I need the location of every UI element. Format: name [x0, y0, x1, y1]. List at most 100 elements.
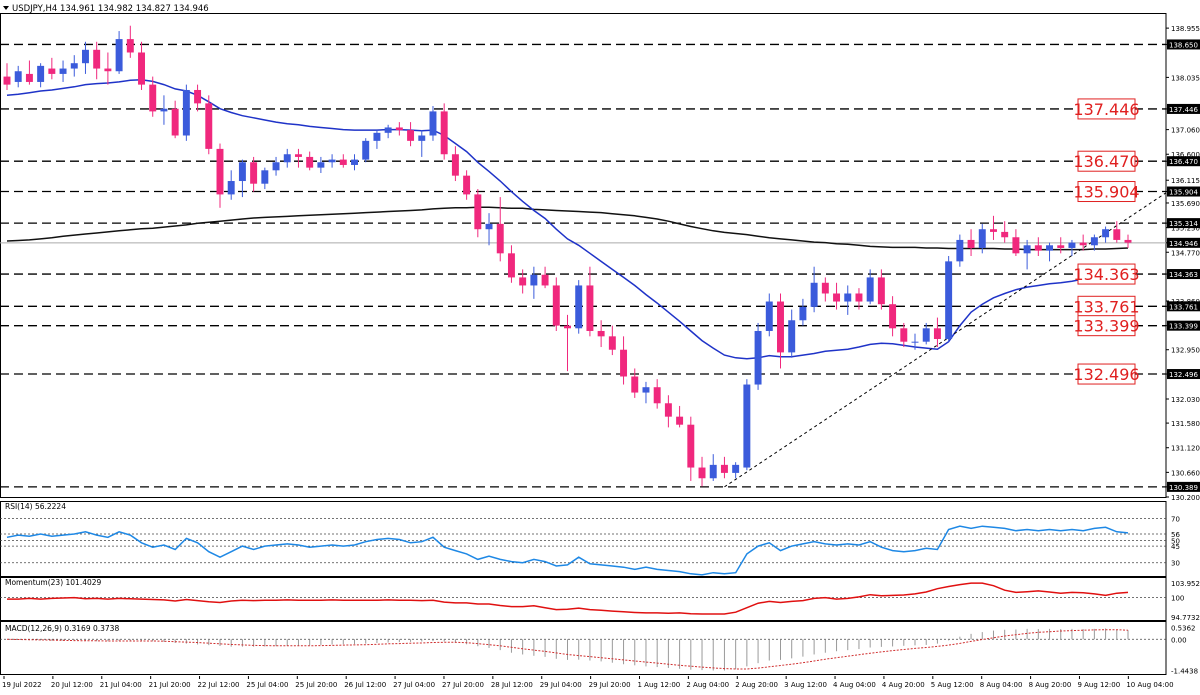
macd-tick-label: 0.00	[1171, 636, 1187, 644]
candle-body	[1057, 245, 1065, 248]
candle-body	[294, 154, 302, 157]
price-tick-label: 137.060	[1171, 127, 1200, 135]
candle-body	[474, 194, 482, 230]
candle-body	[709, 464, 717, 479]
level-label: 136.470	[1073, 152, 1139, 171]
candle-body	[552, 285, 560, 326]
candle-body	[978, 229, 986, 248]
candle-body	[160, 108, 168, 112]
candle-body	[171, 108, 179, 136]
momentum-pane-frame	[0, 577, 1167, 621]
macd-tick-label: -1.4438	[1171, 668, 1198, 676]
candle-body	[126, 39, 134, 53]
candle-body	[1012, 237, 1020, 254]
rsi-tick-label: 50	[1171, 538, 1180, 546]
level-axis-label: 133.399	[1169, 323, 1198, 331]
level-label: 133.761	[1073, 297, 1139, 316]
level-axis-label: 138.650	[1169, 41, 1198, 49]
time-tick-label: 2 Aug 04:00	[686, 681, 729, 689]
time-tick-label: 10 Aug 04:00	[1126, 681, 1173, 689]
candle-body	[933, 328, 941, 340]
rsi-line	[6, 525, 1129, 576]
candle-body	[463, 175, 471, 195]
level-axis-box	[1167, 269, 1200, 280]
candle-body	[720, 464, 728, 473]
price-tick-label: 136.600	[1171, 151, 1200, 159]
candle-body	[149, 84, 157, 112]
price-tick-label: 130.200	[1171, 494, 1200, 502]
candle-body	[25, 73, 33, 82]
candle-body	[70, 63, 78, 69]
level-axis-box	[1167, 369, 1200, 380]
level-axis-box	[1167, 156, 1200, 167]
rsi-tick-label: 56	[1171, 531, 1180, 539]
candle-body	[339, 159, 347, 165]
price-tick-label: 136.115	[1171, 177, 1200, 185]
candle-body	[48, 68, 56, 74]
candle-body	[250, 162, 258, 184]
candle-body	[911, 341, 919, 343]
time-tick-label: 5 Aug 12:00	[931, 681, 974, 689]
candle-body	[676, 416, 684, 425]
macd-pane-frame	[0, 621, 1167, 675]
rsi-tick-label: 70	[1171, 515, 1180, 523]
time-tick-label: 28 Jul 12:00	[491, 681, 533, 689]
candle-body	[93, 49, 101, 69]
candle-body	[810, 282, 818, 307]
candle-body	[1102, 229, 1110, 238]
level-label-box	[1077, 98, 1136, 120]
momentum-tick-label: 103.9525	[1171, 580, 1200, 588]
momentum-tick-label: 94.7732	[1171, 614, 1200, 622]
time-tick-label: 26 Jul 12:00	[344, 681, 386, 689]
candle-body	[754, 330, 762, 385]
candle-body	[104, 68, 112, 72]
price-tick-label: 135.230	[1171, 225, 1200, 233]
candle-body	[507, 253, 515, 278]
time-tick-label: 4 Aug 04:00	[833, 681, 876, 689]
level-axis-label: 132.496	[1169, 371, 1198, 379]
price-tick-label: 132.030	[1171, 396, 1200, 404]
candle-body	[889, 304, 897, 329]
candle-body	[844, 293, 852, 302]
candle-body	[14, 71, 22, 82]
collapse-triangle-icon[interactable]	[3, 6, 9, 10]
fast-moving-average-line	[6, 79, 1129, 360]
candle-body	[956, 239, 964, 262]
rsi-pane-frame	[0, 501, 1167, 577]
candle-body	[620, 349, 628, 377]
level-axis-label: 130.389	[1169, 484, 1198, 492]
level-label: 135.904	[1073, 183, 1139, 202]
candle-body	[283, 154, 291, 163]
candle-body	[306, 156, 314, 168]
candle-body	[900, 328, 908, 342]
slow-moving-average-line	[6, 206, 1129, 251]
level-axis-label: 135.314	[1169, 220, 1198, 228]
candle-body	[81, 49, 89, 64]
candle-body	[429, 111, 437, 136]
time-tick-label: 8 Aug 04:00	[980, 681, 1023, 689]
time-tick-label: 9 Aug 12:00	[1077, 681, 1120, 689]
level-label-box	[1077, 181, 1136, 203]
price-tick-label: 135.690	[1171, 200, 1200, 208]
candle-body	[664, 403, 672, 417]
candle-body	[1023, 245, 1031, 254]
candle-body	[743, 384, 751, 468]
candle-body	[194, 89, 202, 104]
level-label-box	[1077, 363, 1136, 385]
current-price-box	[1167, 237, 1200, 248]
candle-body	[115, 39, 123, 72]
candle-body	[1113, 229, 1121, 240]
candle-body	[967, 239, 975, 248]
candle-body	[866, 277, 874, 302]
candle-body	[855, 293, 863, 302]
level-label-box	[1077, 263, 1136, 285]
macd-label: MACD(12,26,9) 0.3169 0.3738	[5, 624, 119, 633]
level-label: 134.363	[1073, 265, 1139, 284]
candle-body	[586, 285, 594, 331]
level-label: 137.446	[1073, 100, 1139, 119]
candle-body	[138, 52, 145, 85]
level-axis-label: 134.363	[1169, 271, 1198, 279]
candle-body	[642, 387, 650, 393]
candle-body	[373, 132, 381, 141]
macd-tick-label: 0.5362	[1171, 625, 1196, 633]
